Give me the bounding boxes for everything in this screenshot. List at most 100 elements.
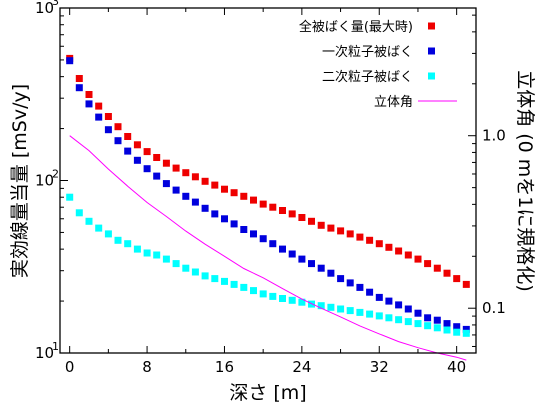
series-1 xyxy=(66,57,470,333)
data-point xyxy=(327,269,335,277)
data-point xyxy=(211,210,219,218)
data-point xyxy=(95,113,103,121)
x-tick-label: 0 xyxy=(65,358,75,376)
data-point xyxy=(66,193,74,201)
data-point xyxy=(433,316,441,324)
legend-entry-3: 立体角 xyxy=(374,95,457,110)
data-point xyxy=(191,173,199,181)
y2-tick-label: 1.0 xyxy=(482,127,506,145)
data-point xyxy=(75,84,83,92)
legend-label: 二次粒子被ばく xyxy=(322,69,413,85)
data-point xyxy=(356,308,364,316)
data-point xyxy=(143,165,151,173)
data-point xyxy=(366,288,374,296)
data-point xyxy=(124,240,132,248)
data-point xyxy=(337,275,345,283)
data-point xyxy=(288,250,296,258)
data-point xyxy=(414,320,422,328)
data-point xyxy=(385,243,393,251)
data-point xyxy=(298,255,306,263)
data-point xyxy=(375,293,383,301)
x-tick-label: 32 xyxy=(370,358,389,376)
data-point xyxy=(221,277,228,285)
data-point xyxy=(288,210,296,218)
legend-label: 立体角 xyxy=(374,95,413,110)
data-point xyxy=(404,251,412,259)
x-tick-label: 8 xyxy=(142,358,152,376)
data-point xyxy=(366,310,374,318)
data-point xyxy=(182,264,190,272)
data-point xyxy=(104,230,112,238)
data-point xyxy=(404,305,412,313)
data-point xyxy=(230,220,238,228)
data-point xyxy=(327,303,335,311)
data-point xyxy=(385,297,393,305)
data-point xyxy=(172,164,180,172)
data-point xyxy=(172,260,180,268)
data-point xyxy=(385,314,393,322)
data-point xyxy=(356,283,364,291)
data-point xyxy=(124,133,132,140)
data-point xyxy=(230,189,238,197)
data-point xyxy=(201,272,209,280)
data-point xyxy=(443,326,451,334)
data-point xyxy=(462,329,470,337)
legend-swatch xyxy=(428,22,435,30)
data-point xyxy=(259,200,267,208)
data-point xyxy=(153,251,161,259)
data-point xyxy=(337,305,345,313)
data-point xyxy=(346,230,354,238)
y-tick-exponent: 1 xyxy=(52,340,59,353)
data-point xyxy=(104,113,112,120)
data-point xyxy=(424,314,432,322)
data-point xyxy=(298,298,306,306)
data-point xyxy=(162,255,170,263)
data-point xyxy=(153,154,161,161)
data-point xyxy=(337,227,345,235)
data-point xyxy=(182,169,190,177)
data-point xyxy=(308,260,315,268)
data-point xyxy=(395,301,403,309)
data-point xyxy=(133,156,141,164)
legend-entry-0: 全被ばく量(最大時) xyxy=(299,19,435,35)
data-point xyxy=(259,235,267,243)
x-tick-label: 40 xyxy=(447,358,466,376)
data-point xyxy=(240,283,248,291)
legend-label: 全被ばく量(最大時) xyxy=(299,19,413,35)
data-point xyxy=(453,328,461,336)
data-point xyxy=(240,192,248,200)
data-point xyxy=(191,268,199,276)
data-point xyxy=(279,295,286,302)
data-point xyxy=(317,264,325,272)
data-point xyxy=(221,185,228,193)
data-point xyxy=(269,292,277,300)
series-2 xyxy=(66,193,470,337)
data-point xyxy=(114,236,122,244)
data-point xyxy=(114,137,122,145)
legend-entry-2: 二次粒子被ばく xyxy=(322,69,435,85)
data-point xyxy=(75,209,83,217)
y-tick-exponent: 3 xyxy=(52,0,59,8)
legend-swatch xyxy=(428,72,435,80)
data-point xyxy=(240,226,248,233)
data-point xyxy=(395,247,403,255)
y-tick-label: 10 xyxy=(35,344,54,362)
data-point xyxy=(443,320,451,328)
data-point xyxy=(95,102,103,110)
data-point xyxy=(201,177,209,185)
data-point xyxy=(375,240,383,248)
data-point xyxy=(414,255,422,263)
data-point xyxy=(133,245,141,253)
plot-area xyxy=(66,54,470,361)
x-axis-label: 深さ [m] xyxy=(229,382,306,404)
data-point xyxy=(453,323,461,331)
data-point xyxy=(162,180,170,188)
data-point xyxy=(143,148,151,156)
data-point xyxy=(327,224,335,232)
y-tick-label: 10 xyxy=(35,172,54,190)
data-point xyxy=(346,307,354,315)
data-point xyxy=(462,325,470,333)
data-point xyxy=(250,196,257,204)
plot-frame xyxy=(59,7,477,354)
